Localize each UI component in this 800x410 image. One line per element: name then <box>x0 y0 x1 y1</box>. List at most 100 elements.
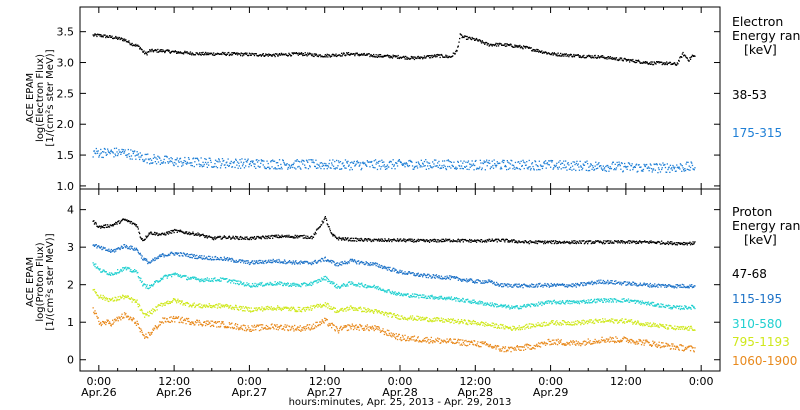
top-point <box>466 35 468 38</box>
bottom-point <box>560 241 562 244</box>
bottom-point <box>113 273 116 275</box>
bottom-point <box>145 237 148 239</box>
top-point <box>300 161 303 163</box>
bottom-point <box>403 293 405 295</box>
top-point <box>630 165 633 167</box>
top-point <box>608 58 610 60</box>
top-point <box>309 165 311 167</box>
bottom-point <box>513 285 515 287</box>
bottom-point <box>310 263 312 265</box>
top-point <box>534 49 536 51</box>
bottom-point <box>479 241 481 243</box>
top-point <box>558 54 560 56</box>
bottom-point <box>195 277 197 279</box>
bottom-point <box>631 241 633 244</box>
bottom-point <box>142 284 144 286</box>
top-point <box>348 54 350 56</box>
bottom-point <box>661 284 663 286</box>
bottom-point <box>620 240 622 242</box>
bottom-point <box>163 256 165 258</box>
bottom-point <box>471 240 473 242</box>
top-point <box>649 63 651 65</box>
top-point <box>120 153 122 155</box>
xtick-date-label-6: Apr.29 <box>533 386 569 399</box>
bottom-point <box>470 302 473 304</box>
bottom-point <box>497 283 499 285</box>
top-point <box>256 55 259 57</box>
bottom-point <box>348 262 350 264</box>
bottom-point <box>234 279 236 282</box>
top-point <box>242 163 244 165</box>
bottom-point <box>140 237 142 239</box>
bottom-point <box>632 281 635 283</box>
bottom-point <box>467 240 469 242</box>
bottom-point <box>188 278 190 280</box>
bottom-point <box>334 264 336 266</box>
top-ytick-label-4: 3.0 <box>57 57 75 70</box>
bottom-point <box>587 299 589 301</box>
bottom-point <box>349 260 351 262</box>
bottom-point <box>194 255 197 257</box>
bottom-point <box>247 260 249 262</box>
top-point <box>451 164 453 166</box>
bottom-point <box>646 301 648 304</box>
bottom-point <box>182 231 184 233</box>
bottom-point <box>167 274 170 276</box>
bottom-point <box>137 276 139 278</box>
top-point <box>531 162 534 164</box>
top-point <box>150 50 152 53</box>
top-point <box>620 168 622 170</box>
bottom-point <box>431 277 433 279</box>
bottom-point <box>405 293 407 295</box>
top-point <box>111 35 113 37</box>
bottom-point <box>241 283 243 286</box>
bottom-point <box>290 261 293 263</box>
bottom-point <box>365 239 367 241</box>
top-point <box>452 55 454 57</box>
top-point <box>470 165 473 167</box>
bottom-point <box>504 284 507 287</box>
bottom-point <box>218 236 220 238</box>
bottom-point <box>273 235 276 238</box>
top-point <box>677 63 679 65</box>
bottom-point <box>535 284 537 286</box>
bottom-point <box>327 224 329 226</box>
bottom-point <box>250 238 252 241</box>
top-point <box>395 56 397 58</box>
bottom-point <box>221 258 223 260</box>
bottom-point <box>572 301 574 303</box>
top-point <box>93 150 96 152</box>
bottom-point <box>551 285 553 287</box>
top-point <box>664 163 666 166</box>
top-point <box>343 52 345 55</box>
bottom-point <box>141 280 143 282</box>
bottom-point <box>216 258 218 261</box>
bottom-point <box>290 236 293 238</box>
top-y-title-line-2: log(Electron Flux) <box>35 54 46 142</box>
top-point <box>292 166 294 169</box>
bottom-point <box>569 243 571 245</box>
top-point <box>184 50 186 52</box>
top-point <box>299 161 301 163</box>
top-point <box>482 41 484 43</box>
top-point <box>578 166 580 168</box>
top-point <box>284 53 286 55</box>
top-point <box>192 54 195 56</box>
bottom-point <box>248 283 250 285</box>
bottom-point <box>302 262 304 264</box>
bottom-point <box>384 267 386 269</box>
top-point <box>301 53 303 55</box>
bottom-point <box>144 259 146 261</box>
top-point <box>447 56 449 59</box>
bottom-point <box>173 272 175 275</box>
bottom-point <box>520 285 522 287</box>
top-point <box>256 159 258 161</box>
top-point <box>238 165 240 167</box>
bottom-point <box>310 284 313 287</box>
bottom-point <box>122 267 124 269</box>
top-point <box>277 162 279 164</box>
bottom-point <box>260 236 262 238</box>
bottom-point <box>247 238 249 241</box>
bottom-point <box>560 303 562 305</box>
top-point <box>519 168 522 171</box>
